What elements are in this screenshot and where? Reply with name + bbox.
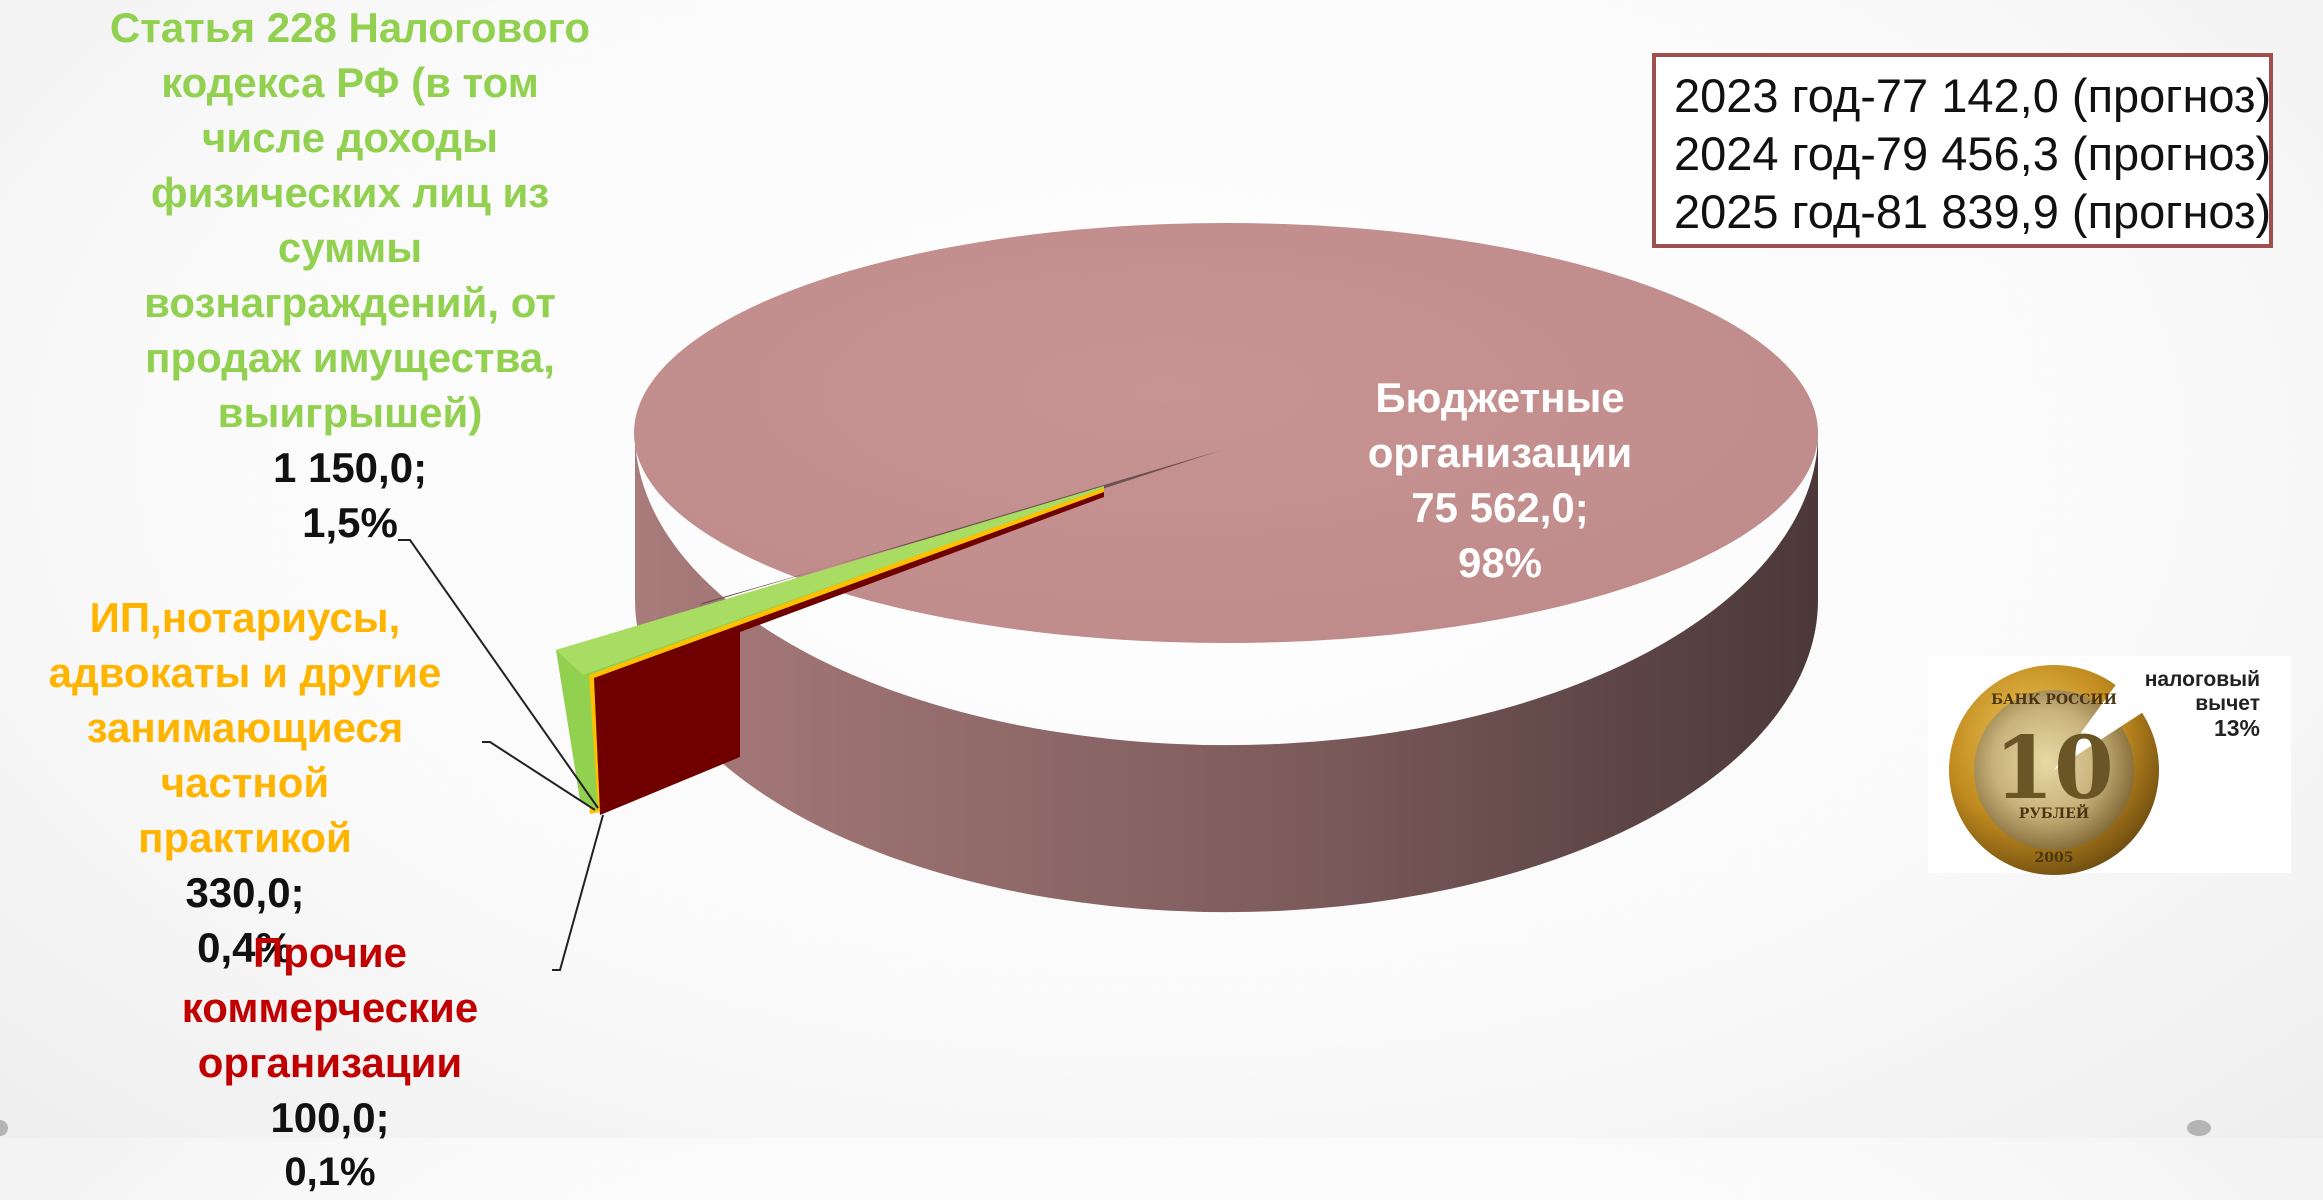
forecast-2024: 2024 год-79 456,3 (прогноз) bbox=[1674, 127, 2272, 180]
leader-art228 bbox=[398, 539, 599, 809]
coin-icon: 10 БАНК РОССИИ РУБЛЕЙ 2005 bbox=[1949, 665, 2159, 875]
coin-top-text: БАНК РОССИИ bbox=[1991, 692, 2117, 708]
label-art228-line5: суммы bbox=[277, 224, 423, 271]
label-art228-line6: вознаграждений, от bbox=[144, 279, 556, 326]
forecast-box: 2023 год-77 142,0 (прогноз) 2024 год-79 … bbox=[1652, 53, 2273, 248]
label-ip-line1: ИП,нотариусы, bbox=[89, 594, 401, 641]
label-ip-value: 330,0; bbox=[185, 869, 305, 916]
coin-label: налоговый вычет 13% bbox=[2110, 668, 2260, 740]
pie-side-wall bbox=[635, 433, 1818, 913]
leader-other bbox=[552, 814, 604, 971]
coin-denomination: 10 bbox=[1994, 718, 2114, 819]
label-budget: Бюджетные организации 75 562,0; 98% bbox=[1330, 370, 1670, 590]
label-budget-pct: 98% bbox=[1457, 539, 1543, 586]
label-art228-value: 1 150,0; bbox=[272, 444, 428, 491]
forecast-2025: 2025 год-81 839,9 (прогноз) bbox=[1674, 185, 2272, 238]
leader-ip bbox=[482, 741, 596, 811]
label-ip-line4: практикой bbox=[138, 814, 352, 861]
label-budget-line2: организации bbox=[1367, 429, 1633, 476]
label-art228-line1: Статья 228 Налогового bbox=[109, 4, 591, 51]
label-article228: Статья 228 Налогового кодекса РФ (в том … bbox=[90, 0, 610, 550]
label-other-line2: организации bbox=[197, 1039, 463, 1086]
label-ip: ИП,нотариусы, адвокаты и другие занимающ… bbox=[0, 590, 490, 975]
label-ip-line3: занимающиеся частной bbox=[86, 704, 404, 806]
label-ip-line2: адвокаты и другие bbox=[48, 649, 442, 696]
label-budget-line1: Бюджетные bbox=[1375, 374, 1625, 421]
coin-label-line2: вычет bbox=[2195, 692, 2260, 715]
label-art228-line4: физических лиц из bbox=[150, 169, 550, 216]
slice-cut-edge bbox=[700, 450, 1222, 605]
coin-label-line1: налоговый bbox=[2144, 668, 2260, 691]
label-art228-line7: продаж имущества, bbox=[145, 334, 555, 381]
slide-nav-dot-left[interactable] bbox=[0, 1120, 8, 1136]
label-art228-line2: кодекса РФ (в том bbox=[161, 59, 539, 106]
slice-other bbox=[590, 490, 1104, 815]
label-other: Прочие коммерческие организации 100,0; 0… bbox=[100, 925, 560, 1200]
coin-label-pct: 13% bbox=[2213, 715, 2260, 741]
label-budget-value: 75 562,0; bbox=[1411, 484, 1589, 531]
label-other-line1: Прочие коммерческие bbox=[181, 929, 479, 1031]
coin-bottom-text: РУБЛЕЙ bbox=[2019, 803, 2089, 822]
coin-year: 2005 bbox=[2035, 850, 2074, 866]
label-art228-pct: 1,5% bbox=[302, 499, 398, 546]
label-art228-line3: числе доходы bbox=[202, 114, 498, 161]
label-other-value: 100,0; bbox=[270, 1094, 390, 1141]
forecast-2023: 2023 год-77 142,0 (прогноз) bbox=[1674, 69, 2272, 122]
label-ip-pct: 0,4% bbox=[197, 924, 293, 971]
slice-art228-top bbox=[556, 486, 1104, 675]
label-art228-line8: выигрышей) bbox=[217, 389, 483, 436]
pie-chart: 10 БАНК РОССИИ РУБЛЕЙ 2005 bbox=[398, 223, 2159, 971]
label-other-pct: 0,1% bbox=[284, 1150, 376, 1194]
slide-nav-dot-right[interactable] bbox=[2187, 1120, 2211, 1136]
